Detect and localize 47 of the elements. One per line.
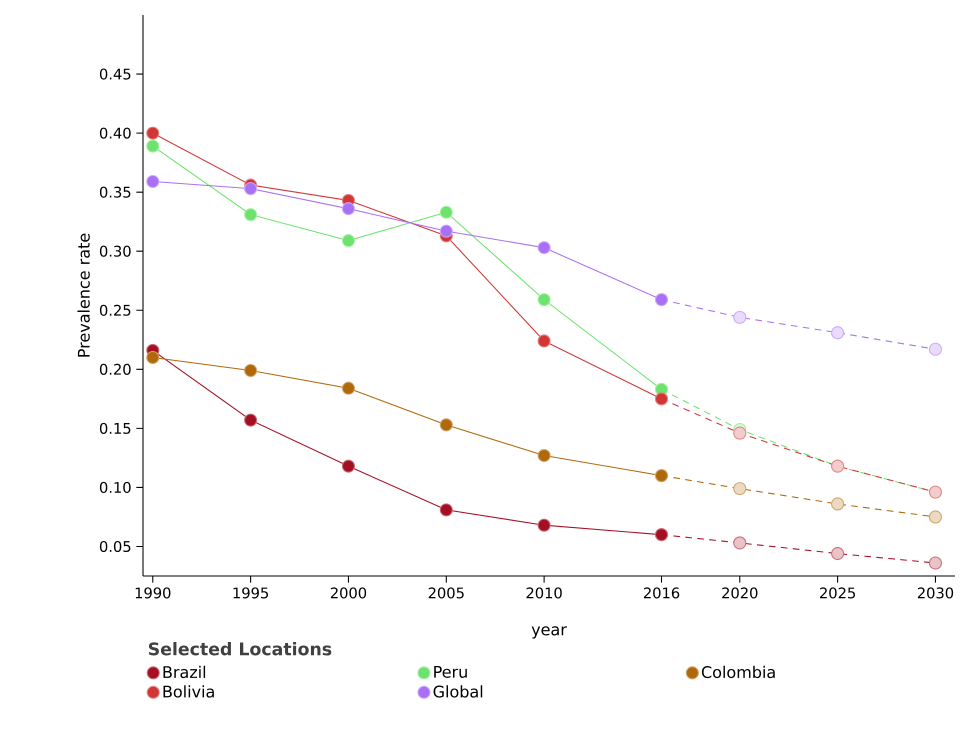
point (440, 206, 453, 219)
y-tick-label: 0.30 (100, 246, 131, 257)
x-tick-label: 2020 (722, 587, 758, 598)
point (440, 224, 453, 238)
x-tick-label: 2030 (918, 587, 954, 598)
point (538, 334, 551, 348)
y-tick-label: 0.40 (100, 128, 131, 139)
legend-title: Selected Locations (148, 642, 332, 656)
point (146, 174, 160, 188)
legend-label: Colombia (702, 666, 775, 678)
point (342, 460, 355, 473)
point (146, 126, 160, 140)
y-tick-label: 0.35 (100, 186, 130, 198)
x-tick-label: 2025 (820, 587, 855, 598)
point (342, 202, 355, 216)
point (538, 518, 551, 532)
x-axis-title: year (532, 626, 567, 639)
legend-label: Peru (434, 666, 467, 678)
point (538, 448, 551, 462)
legend-label: Bolivia (164, 685, 214, 698)
x-tick-label: 1995 (234, 587, 268, 598)
y-tick-label: 0.45 (100, 68, 130, 80)
point (342, 234, 355, 248)
y-tick-label: 0.25 (100, 304, 130, 316)
point (244, 414, 258, 427)
point (244, 364, 258, 378)
point (440, 418, 453, 432)
y-tick-label: 0.15 (100, 422, 130, 434)
x-tick-label: 2010 (526, 587, 562, 598)
legend-label: Brazil (164, 666, 206, 678)
point (342, 382, 355, 395)
legend-label: Global (434, 685, 482, 698)
y-tick-label: 0.05 (100, 540, 130, 552)
y-axis-title: Prevalence rate (77, 234, 90, 357)
point (146, 350, 160, 364)
y-tick-label: 0.10 (100, 482, 131, 493)
x-tick-label: 2000 (330, 587, 366, 598)
x-tick-label: 1990 (136, 587, 170, 598)
point (440, 503, 453, 516)
point (244, 208, 258, 222)
point (244, 182, 258, 196)
x-tick-label: 2016 (644, 587, 680, 598)
point (146, 140, 160, 153)
point (538, 293, 551, 306)
point (538, 241, 551, 254)
y-tick-label: 0.20 (100, 364, 131, 375)
x-tick-label: 2005 (428, 587, 464, 598)
